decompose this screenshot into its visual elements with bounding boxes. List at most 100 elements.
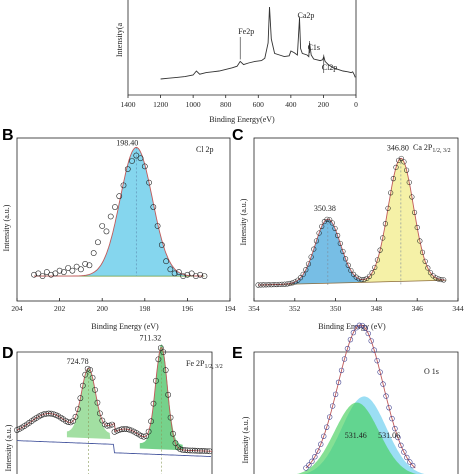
panel-c-data-point [308, 254, 314, 260]
panel-e-peak-fill [296, 402, 417, 474]
panel-c-data-point [258, 282, 264, 288]
panel-a-xlabel: Binding Energy(eV) [209, 115, 275, 124]
panel-c-data-point [406, 179, 412, 185]
panel-d-peak-fill [66, 367, 111, 439]
panel-d-data-point [121, 426, 128, 432]
panel-b-tick-label: 200 [97, 304, 109, 313]
panel-b-data-point [124, 166, 131, 172]
panel-c-data-point [340, 248, 346, 255]
panel-c-data-point [438, 277, 444, 283]
panel-c-ylabel: Intensity (a.u.) [239, 198, 248, 245]
panel-c-data-point [263, 282, 269, 288]
panel-c-data-point [300, 271, 306, 277]
panel-b-tick-label: 202 [54, 304, 66, 313]
panel-c-data-point [289, 280, 296, 286]
panel-c-tick-label: 346 [412, 304, 424, 313]
panel-b-data-point [86, 262, 93, 269]
panel-c-tick-label: 354 [248, 304, 260, 313]
panel-c-data-point [414, 224, 420, 231]
panel-e-data-point [306, 462, 312, 468]
panel-e-data-point [380, 381, 386, 387]
panel-c-data-point [274, 281, 280, 288]
panel-d-data-point [97, 410, 103, 417]
panel-e-data-point [404, 454, 410, 461]
panel-e-peak-label: 531.06 [378, 431, 400, 440]
panel-e-data-point [377, 369, 383, 375]
panel-c-data-point [430, 273, 436, 279]
panel-c-data-point [324, 216, 330, 222]
panel-c-data-point [311, 246, 317, 252]
panel-d-data-point [172, 440, 179, 446]
panel-c-data-point [377, 247, 383, 253]
panel-c-data-point [398, 155, 404, 161]
panel-e-data-point [410, 462, 416, 469]
panel-a-survey-line [160, 6, 356, 80]
panel-c-data-point [361, 276, 367, 283]
panel-d-peak-label: 711.32 [140, 333, 162, 342]
panel-b-ylabel: Intensity (a.u.) [2, 204, 11, 251]
panel-a-tick-label: 1000 [186, 100, 201, 109]
panel-d-frame [16, 351, 213, 474]
panel-c-data-point [411, 209, 418, 216]
panel-e-data-point [347, 336, 354, 343]
panel-b-frame [16, 137, 231, 302]
panel-b-data-point [99, 223, 106, 229]
panel-a-tick-label: 200 [318, 100, 330, 109]
panel-d-data-point [179, 447, 186, 453]
panel-c-data-point [279, 281, 285, 287]
panel-b-data-point [43, 269, 50, 275]
panel-d-data-point [77, 395, 84, 402]
panel-b-data-point [35, 270, 42, 277]
panel-a-annotation: C1s [308, 43, 320, 52]
panel-c-data-point [343, 256, 349, 262]
panel-c-data-point [297, 275, 304, 281]
panel-d-data-point [194, 447, 201, 454]
panel-c-data-point [329, 220, 335, 226]
panel-b-data-point [90, 250, 97, 256]
panel-b-data-point [95, 239, 101, 246]
panel-a-annotation: Cl2p [322, 63, 338, 72]
panel-a-ylabel: Intensity(a [115, 22, 124, 57]
panel-a-tick-label: 1200 [153, 100, 168, 109]
panel-d-data-point [145, 428, 152, 435]
panel-e-data-point [365, 330, 371, 337]
panel-b-data-point [175, 269, 182, 275]
panel-b-data-point [39, 273, 46, 279]
panel-d: D Intensity (a.u.) Fe 2P1/2, 3/2 724.78 7… [2, 333, 223, 474]
panel-b-data-point [171, 270, 178, 277]
panel-c-frame [253, 137, 459, 302]
panel-c-data-point [372, 264, 378, 270]
panel-c-data-point [401, 159, 407, 165]
panel-d-data-point [201, 448, 208, 454]
panel-b-data-point [188, 270, 195, 277]
panel-c-data-point [337, 240, 343, 247]
panel-e-title: O 1s [424, 367, 439, 376]
panel-b-data-point [141, 163, 148, 170]
panel-b-data-point [154, 223, 161, 229]
panel-e-data-point [362, 325, 368, 331]
panel-d-ylabel: Intensity (a.u.) [4, 424, 13, 471]
panel-e-label: E [232, 345, 243, 362]
panel-c-data-point [353, 274, 359, 280]
panel-b-data-point [158, 242, 165, 248]
panel-a: Intensity(a Binding Energy(eV) 1400 1200 1… [115, 0, 358, 124]
panel-c-data-point [369, 270, 375, 276]
panel-e-data-point [383, 393, 389, 399]
panel-d-data-point [157, 345, 164, 351]
panel-e-data-point [356, 322, 363, 329]
panel-c-data-point [282, 281, 288, 287]
panel-c-data-point [396, 157, 402, 163]
panel-b-data-point [197, 271, 204, 278]
panel-c-data-point [409, 194, 415, 200]
panel-d-data-point [206, 448, 213, 455]
panel-e-data-point [374, 357, 380, 364]
panel-d-peak-label: 724.78 [67, 357, 89, 366]
panel-d-data-point [189, 447, 196, 454]
panel-d-data-point [160, 349, 167, 355]
panel-c-peak-fill [351, 158, 450, 283]
panel-c-tick-label: 350 [330, 304, 342, 313]
panel-e-data-point [407, 459, 413, 465]
panel-c-data-point [319, 223, 325, 229]
panel-b-data-point [133, 152, 140, 159]
panel-c-data-point [358, 277, 365, 283]
